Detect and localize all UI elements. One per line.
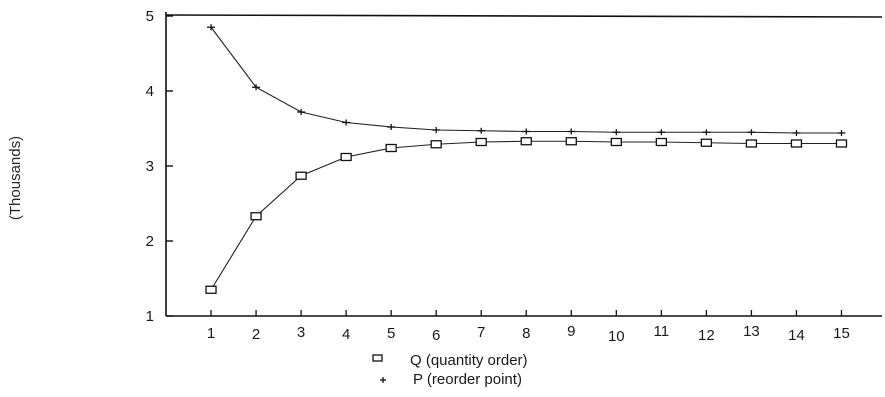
- data-point-p: [792, 130, 801, 136]
- legend-square-marker: [372, 354, 383, 362]
- data-point-p: [522, 128, 531, 135]
- y-axis-ticks: 1 2 3 4 5: [146, 8, 173, 325]
- x-tick-label: 12: [698, 327, 715, 344]
- x-tick-label: 15: [833, 325, 850, 342]
- series-line-q: [210, 140, 842, 291]
- series-layer: [205, 24, 848, 294]
- data-point-p: [252, 84, 261, 91]
- data-point-q: [610, 137, 622, 147]
- y-tick-label: 1: [146, 308, 154, 325]
- data-point-p: [297, 109, 306, 115]
- x-axis-ticks: 1 2 3 4 5 6 7 8 9 10 11 12 13 14 15: [207, 310, 850, 345]
- legend-label-p: P (reorder point): [413, 371, 522, 388]
- x-tick-label: 4: [342, 326, 350, 343]
- x-tick-label: 7: [477, 324, 485, 341]
- x-tick-label: 10: [608, 328, 625, 345]
- x-tick-label: 8: [522, 325, 530, 342]
- data-point-p: [477, 127, 486, 134]
- data-point-p: [207, 24, 216, 31]
- data-point-p: [837, 130, 846, 136]
- legend-item-q: Q (quantity order): [372, 352, 528, 369]
- data-point-p: [387, 124, 396, 130]
- x-tick-label: 5: [387, 325, 395, 342]
- data-point-q: [205, 285, 217, 294]
- y-tick-label: 4: [146, 83, 154, 100]
- data-point-q: [745, 139, 758, 148]
- data-point-p: [702, 129, 711, 136]
- x-tick-label: 11: [654, 323, 670, 340]
- x-tick-label: 9: [567, 323, 575, 340]
- y-tick-label: 5: [146, 8, 154, 25]
- data-point-q: [475, 137, 487, 147]
- data-point-p: [432, 127, 441, 133]
- data-point-p: [342, 119, 351, 126]
- data-point-q: [430, 140, 442, 149]
- x-tick-label: 13: [743, 323, 760, 340]
- data-point-q: [700, 138, 713, 147]
- plot-frame: [165, 12, 883, 317]
- x-tick-label: 3: [297, 324, 305, 341]
- y-axis-title: (Thousands): [7, 136, 24, 220]
- data-point-p: [567, 128, 576, 135]
- x-tick-label: 6: [432, 327, 440, 344]
- data-point-q: [340, 152, 352, 162]
- legend: Q (quantity order) P (reorder point): [372, 352, 528, 388]
- y-tick-label: 2: [146, 233, 154, 250]
- x-tick-label: 14: [788, 327, 805, 344]
- data-point-q: [520, 137, 532, 146]
- data-point-q: [295, 171, 307, 180]
- data-point-p: [612, 129, 621, 136]
- y-tick-label: 3: [146, 158, 154, 175]
- legend-label-q: Q (quantity order): [410, 352, 528, 369]
- data-point-q: [655, 137, 667, 147]
- data-point-q: [385, 143, 397, 153]
- x-tick-label: 2: [252, 326, 260, 343]
- data-point-p: [747, 129, 756, 136]
- data-point-p: [657, 129, 666, 136]
- data-point-q: [565, 137, 577, 146]
- top-border-line: [165, 14, 883, 18]
- data-point-q: [790, 139, 803, 148]
- legend-item-p: P (reorder point): [380, 371, 522, 388]
- series-line-p: [210, 26, 842, 134]
- x-tick-label: 1: [207, 325, 215, 342]
- data-point-q: [835, 139, 848, 148]
- data-point-q: [250, 212, 262, 221]
